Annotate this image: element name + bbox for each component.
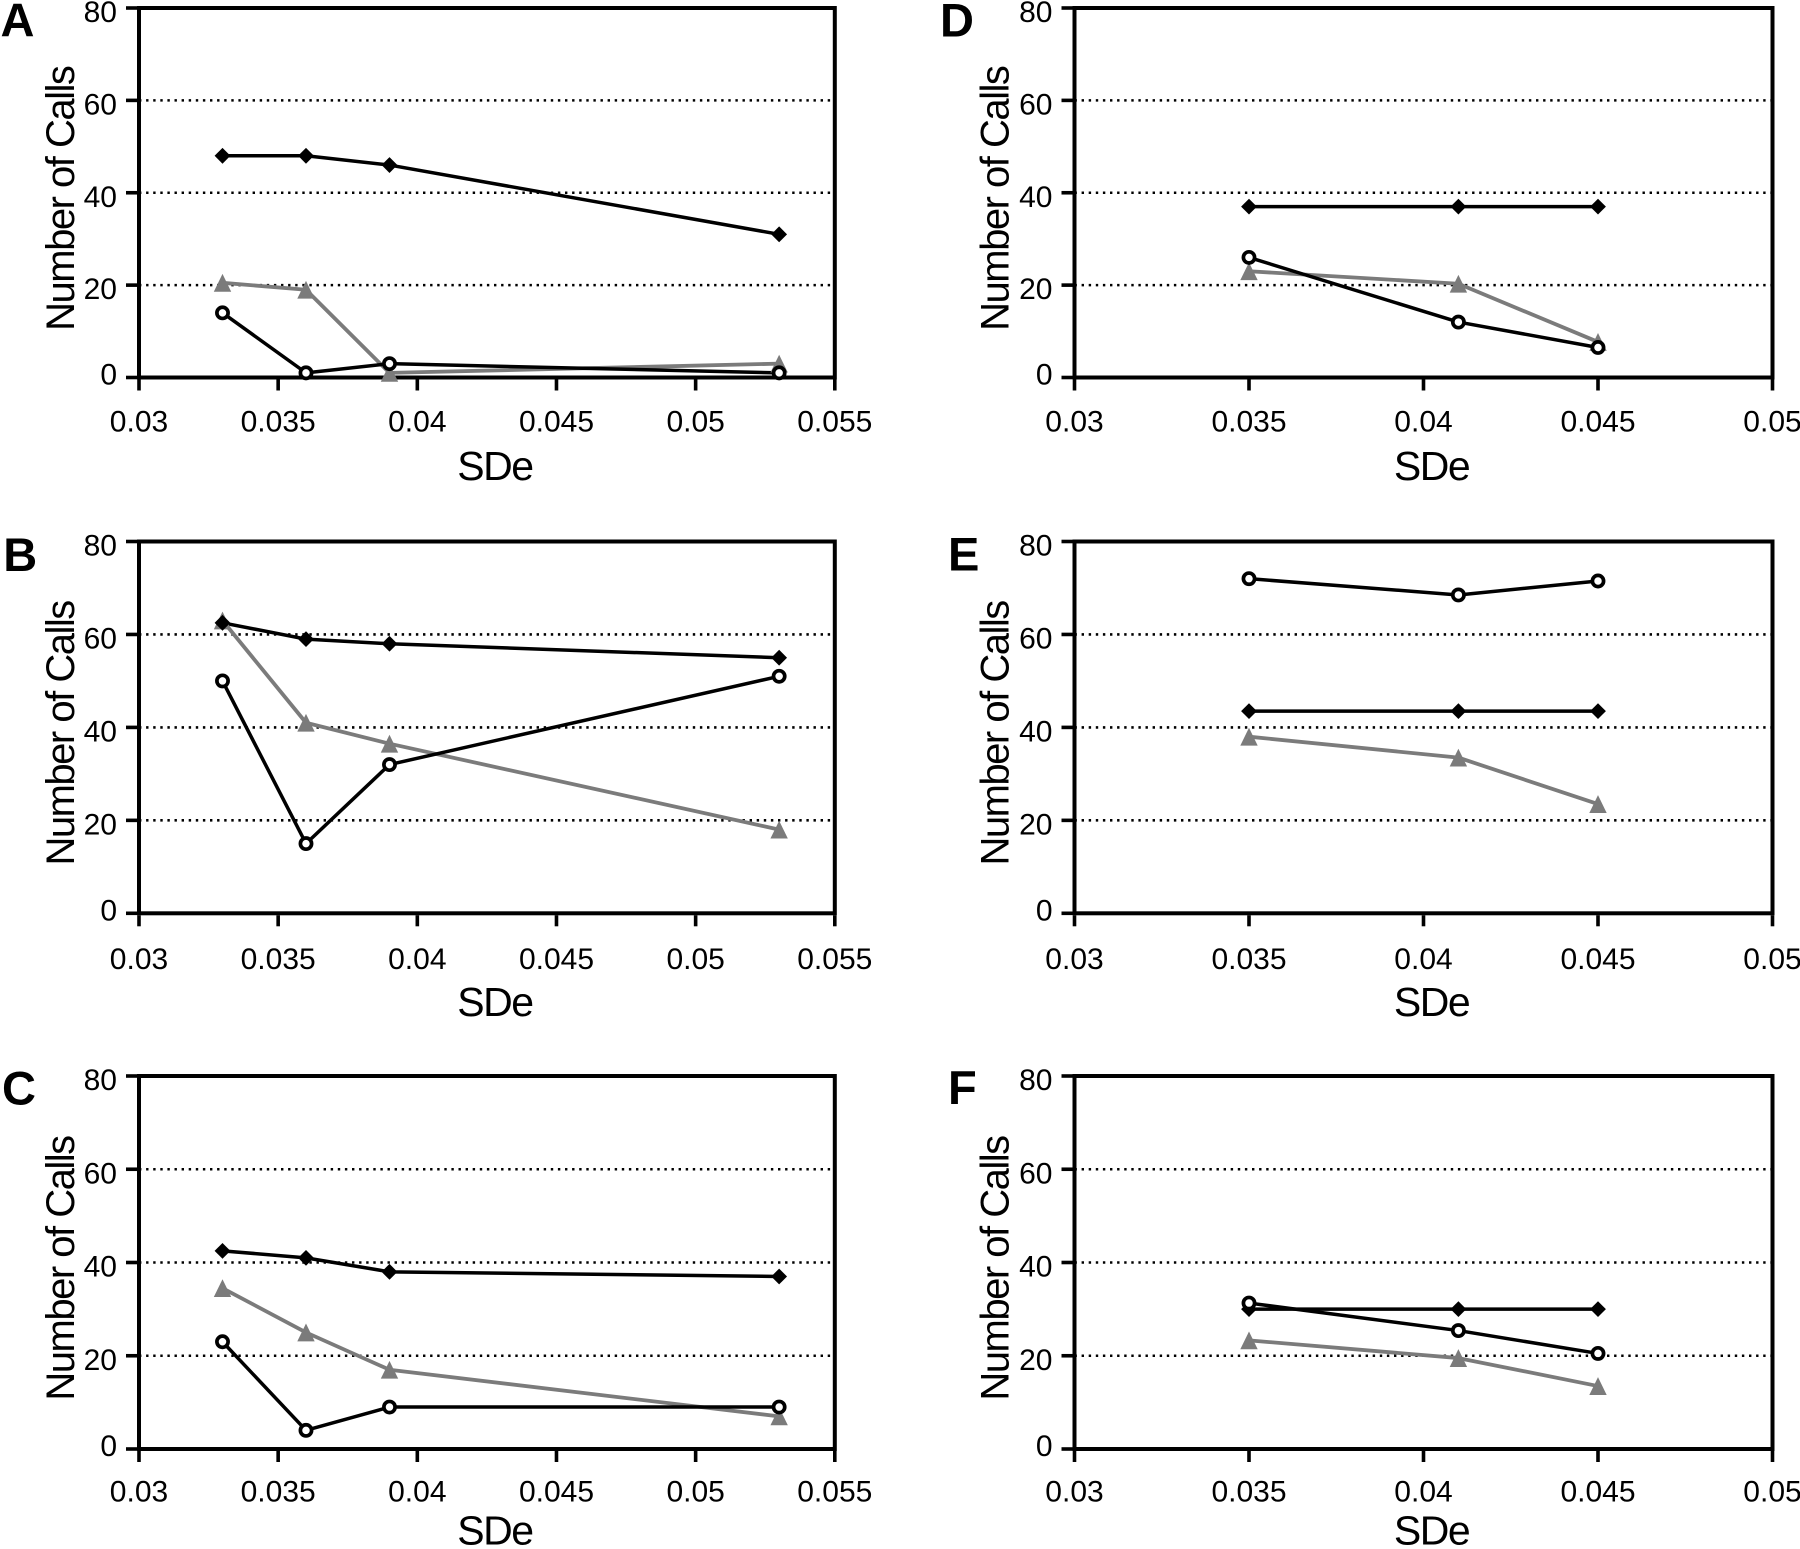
svg-text:20: 20 — [1019, 808, 1052, 841]
svg-text:60: 60 — [1019, 622, 1052, 655]
svg-text:SDe: SDe — [457, 1508, 532, 1549]
svg-text:80: 80 — [84, 0, 117, 29]
svg-text:0.03: 0.03 — [1045, 406, 1103, 439]
svg-text:60: 60 — [84, 622, 117, 655]
svg-text:80: 80 — [84, 530, 117, 563]
svg-text:40: 40 — [84, 715, 117, 748]
svg-text:0.04: 0.04 — [1394, 943, 1452, 976]
svg-text:0.035: 0.035 — [241, 1476, 316, 1509]
svg-text:SDe: SDe — [1394, 979, 1469, 1025]
svg-text:0.04: 0.04 — [1394, 1476, 1452, 1509]
svg-text:40: 40 — [1019, 1251, 1052, 1284]
svg-text:0.03: 0.03 — [110, 406, 168, 439]
svg-text:F: F — [948, 1061, 977, 1114]
svg-text:20: 20 — [84, 273, 117, 306]
svg-text:Number of Calls: Number of Calls — [974, 601, 1018, 866]
svg-text:40: 40 — [1019, 181, 1052, 214]
svg-text:0.055: 0.055 — [797, 406, 872, 439]
svg-text:80: 80 — [1019, 0, 1052, 29]
svg-text:80: 80 — [84, 1064, 117, 1097]
svg-text:0.05: 0.05 — [666, 943, 724, 976]
svg-text:0.04: 0.04 — [388, 1476, 446, 1509]
svg-text:40: 40 — [84, 181, 117, 214]
svg-text:D: D — [940, 0, 974, 47]
svg-text:Number of Calls: Number of Calls — [974, 1136, 1018, 1401]
svg-text:0.055: 0.055 — [797, 943, 872, 976]
svg-text:0.045: 0.045 — [1560, 943, 1635, 976]
svg-text:0.045: 0.045 — [519, 1476, 594, 1509]
svg-text:80: 80 — [1019, 1064, 1052, 1097]
svg-text:0: 0 — [100, 894, 117, 927]
svg-text:0.04: 0.04 — [388, 943, 446, 976]
svg-text:Number of Calls: Number of Calls — [39, 66, 83, 331]
svg-text:0.055: 0.055 — [797, 1476, 872, 1509]
svg-text:0: 0 — [100, 359, 117, 392]
svg-text:60: 60 — [84, 88, 117, 121]
svg-text:0: 0 — [1036, 359, 1053, 392]
svg-text:20: 20 — [84, 808, 117, 841]
svg-text:0: 0 — [1036, 894, 1053, 927]
svg-text:0: 0 — [100, 1430, 117, 1463]
svg-text:0.045: 0.045 — [1560, 406, 1635, 439]
svg-text:0.035: 0.035 — [1211, 1476, 1286, 1509]
svg-text:0.05: 0.05 — [1743, 406, 1800, 439]
svg-text:0.04: 0.04 — [388, 406, 446, 439]
svg-text:60: 60 — [84, 1157, 117, 1190]
svg-text:0.03: 0.03 — [110, 1476, 168, 1509]
svg-text:0.035: 0.035 — [241, 943, 316, 976]
svg-text:0.05: 0.05 — [666, 1476, 724, 1509]
svg-text:0.045: 0.045 — [519, 406, 594, 439]
svg-text:60: 60 — [1019, 88, 1052, 121]
svg-text:A: A — [1, 0, 35, 47]
svg-text:0.045: 0.045 — [1560, 1476, 1635, 1509]
svg-text:B: B — [3, 528, 37, 581]
svg-text:Number of Calls: Number of Calls — [39, 601, 83, 866]
svg-text:0.035: 0.035 — [1211, 406, 1286, 439]
svg-text:0.03: 0.03 — [1045, 943, 1103, 976]
svg-text:40: 40 — [84, 1251, 117, 1284]
svg-text:0.03: 0.03 — [110, 943, 168, 976]
svg-text:0.04: 0.04 — [1394, 406, 1452, 439]
svg-text:20: 20 — [1019, 273, 1052, 306]
svg-text:0.05: 0.05 — [1743, 1476, 1800, 1509]
svg-text:SDe: SDe — [1394, 1508, 1469, 1549]
svg-text:C: C — [2, 1062, 36, 1115]
svg-text:20: 20 — [84, 1344, 117, 1377]
svg-text:0: 0 — [1036, 1430, 1053, 1463]
svg-text:0.035: 0.035 — [1211, 943, 1286, 976]
svg-text:E: E — [948, 528, 979, 581]
svg-text:SDe: SDe — [457, 979, 532, 1025]
svg-text:SDe: SDe — [1394, 443, 1469, 489]
svg-text:Number of Calls: Number of Calls — [974, 66, 1018, 331]
svg-text:0.03: 0.03 — [1045, 1476, 1103, 1509]
svg-text:SDe: SDe — [457, 443, 532, 489]
svg-text:40: 40 — [1019, 715, 1052, 748]
svg-text:20: 20 — [1019, 1344, 1052, 1377]
svg-text:0.05: 0.05 — [1743, 943, 1800, 976]
svg-text:80: 80 — [1019, 530, 1052, 563]
svg-text:60: 60 — [1019, 1157, 1052, 1190]
svg-text:0.05: 0.05 — [666, 406, 724, 439]
svg-text:0.035: 0.035 — [241, 406, 316, 439]
svg-text:0.045: 0.045 — [519, 943, 594, 976]
svg-text:Number of Calls: Number of Calls — [39, 1136, 83, 1401]
